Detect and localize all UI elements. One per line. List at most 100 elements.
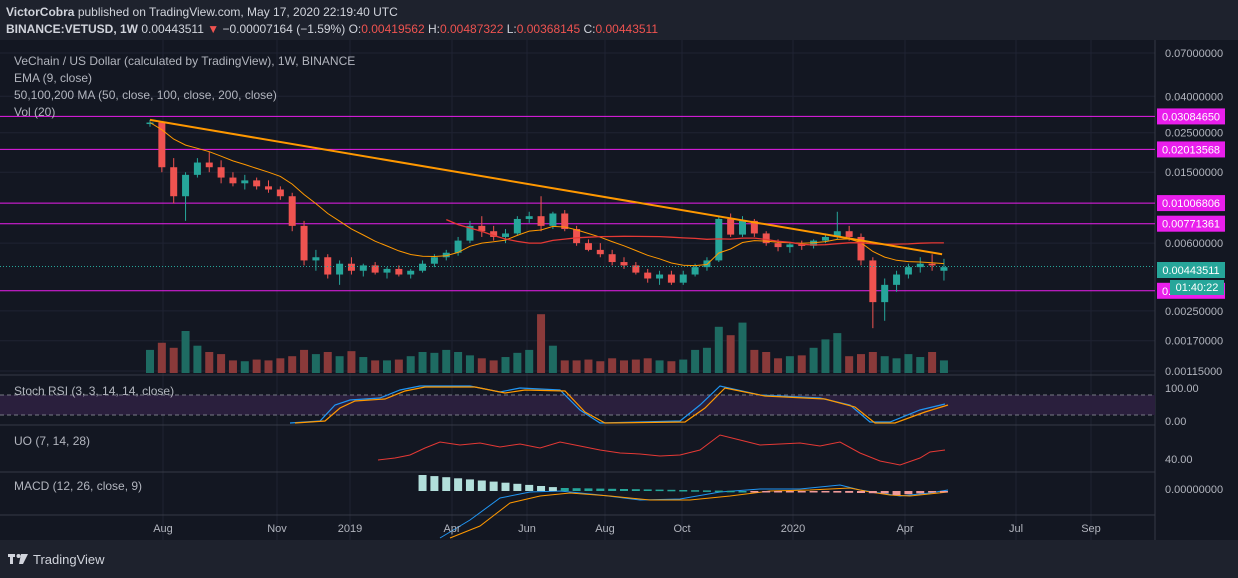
candle-body [573, 229, 581, 244]
level-label-bg [1157, 108, 1225, 125]
macd-hist-bar [572, 488, 581, 491]
candle-body [798, 244, 806, 246]
candle-body [904, 267, 912, 275]
volume-bar [489, 360, 498, 373]
candle-body [833, 231, 841, 237]
volume-bar [892, 358, 901, 373]
candle-body [466, 225, 474, 241]
volume-bar [928, 352, 937, 373]
macd-hist-bar [537, 486, 546, 491]
volume-bars [146, 314, 948, 373]
macd-hist-bar [868, 491, 877, 494]
candle-body [596, 249, 604, 255]
volume-bar [477, 358, 486, 373]
volume-bar [702, 347, 711, 373]
macd-tick-0: 0.00000000 [1165, 484, 1223, 496]
level-label: 0.01006806 [1162, 198, 1220, 210]
volume-bar [608, 358, 617, 373]
volume-bar [323, 352, 332, 373]
time-tick-label: Nov [267, 523, 287, 535]
level-label: 0.02013568 [1162, 144, 1220, 156]
chart-area[interactable]: VeChain / US Dollar (calculated by Tradi… [0, 40, 1238, 540]
volume-bar [252, 359, 261, 373]
candle-body [691, 267, 699, 275]
stoch-rsi-band [0, 395, 1155, 415]
candle-body [265, 186, 272, 190]
volume-bar [904, 354, 913, 373]
legend-ma: 50,100,200 MA (50, close, 100, close, 20… [14, 88, 277, 102]
last-price-label-text: 0.00443511 [1162, 265, 1219, 277]
volume-bar [620, 360, 628, 373]
price-axis[interactable]: 0.07000000 0.04000000 0.02500000 0.01500000… [1165, 48, 1223, 378]
stoch-tick-100: 100.00 [1165, 383, 1199, 395]
author-name[interactable]: VictorCobra [6, 5, 75, 19]
candle-body [727, 218, 735, 235]
last-price-label: 0.00443511 01:40:22 [1157, 262, 1225, 295]
macd-hist-bar [833, 491, 842, 493]
macd-hist-bar [809, 491, 818, 493]
volume-bar [240, 361, 249, 373]
volume-bar [643, 358, 652, 373]
macd-hist-bar [916, 491, 925, 494]
candle-body [146, 122, 154, 125]
level-label: 0.00771361 [1162, 219, 1220, 231]
uo-tick-40: 40.00 [1165, 454, 1193, 466]
level-label-bg [1157, 195, 1225, 212]
volume-bar [679, 359, 688, 373]
time-tick-label: Aug [595, 523, 615, 535]
macd-hist-bar [726, 490, 735, 493]
trendline[interactable] [149, 118, 943, 256]
candle-body [774, 243, 782, 248]
tradingview-brand[interactable]: TradingView [33, 552, 105, 567]
volume-bar [465, 355, 474, 373]
candle-body [229, 177, 237, 184]
macd-hist-bar [679, 490, 688, 492]
macd-hist-bar [418, 475, 427, 491]
macd-hist-bar [442, 477, 451, 491]
volume-bar [442, 349, 451, 373]
low-label: L: [506, 22, 517, 36]
candle-body [217, 167, 225, 178]
price-tick-label: 0.01500000 [1165, 167, 1223, 179]
macd-hist-bar [821, 491, 830, 493]
candle-body [276, 189, 284, 197]
candle-body [821, 236, 829, 241]
candle-body [857, 236, 865, 261]
volume-bar [584, 359, 593, 373]
candle-body [561, 213, 569, 230]
macd-hist-bar [750, 491, 759, 493]
level-label-bg [1157, 215, 1225, 232]
time-axis[interactable]: Aug Nov 2019 Apr Jun Aug Oct 2020 Apr Jul Sep [153, 523, 1101, 535]
volume-bar [288, 356, 297, 373]
volume-bar [750, 349, 759, 373]
macd-signal-line [449, 487, 949, 539]
candle-body [170, 167, 178, 197]
price-tick-label: 0.00600000 [1165, 238, 1223, 250]
volume-bar [418, 352, 427, 373]
candle-body [288, 196, 296, 226]
macd-hist-bar [667, 489, 676, 492]
candle-body [407, 270, 415, 275]
volume-bar [797, 355, 806, 373]
legend-stoch-rsi: Stoch RSI (3, 3, 14, 14, close) [14, 384, 174, 398]
candle-body [312, 257, 320, 261]
time-tick-label: Sep [1081, 523, 1101, 535]
chart-header: VictorCobra published on TradingView.com… [0, 0, 1238, 40]
volume-bar [548, 345, 557, 373]
candle-body [454, 240, 462, 253]
macd-hist-bar [584, 488, 593, 491]
volume-bar [430, 352, 439, 373]
candle-body [442, 252, 450, 258]
volume-bar [726, 335, 735, 373]
legend-macd: MACD (12, 26, close, 9) [14, 479, 142, 493]
candle-body [502, 233, 509, 237]
volume-bar [146, 349, 154, 373]
volume-bar [785, 356, 794, 373]
candle-body [182, 174, 190, 197]
candle-body [158, 122, 166, 168]
countdown-label: 01:40:22 [1176, 282, 1219, 294]
time-tick-label: Apr [443, 523, 460, 535]
macd-hist-bar [904, 491, 913, 495]
last-price: 0.00443511 [141, 22, 204, 36]
candle-body [205, 162, 213, 168]
